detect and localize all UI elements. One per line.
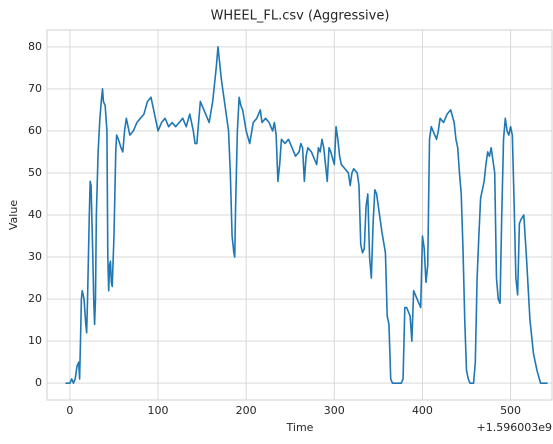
y-tick-label: 50 xyxy=(28,166,42,179)
chart-title: WHEEL_FL.csv (Aggressive) xyxy=(211,9,390,24)
y-tick-label: 60 xyxy=(28,124,42,137)
y-tick-label: 20 xyxy=(28,292,42,305)
y-tick-label: 70 xyxy=(28,82,42,95)
plot-frame xyxy=(46,29,553,401)
x-axis-label: Time xyxy=(286,421,314,434)
x-tick-label: 100 xyxy=(148,404,169,417)
y-tick-label: 40 xyxy=(28,208,42,221)
x-offset-label: +1.596003e9 xyxy=(477,421,552,434)
y-tick-label: 0 xyxy=(35,376,42,389)
x-tick-label: 200 xyxy=(236,404,257,417)
x-tick-label: 0 xyxy=(66,404,73,417)
x-tick-label: 400 xyxy=(412,404,433,417)
y-tick-label: 80 xyxy=(28,40,42,53)
x-tick-label: 300 xyxy=(324,404,345,417)
y-tick-label: 10 xyxy=(28,334,42,347)
data-line xyxy=(65,46,548,384)
x-tick-label: 500 xyxy=(500,404,521,417)
y-axis-label: Value xyxy=(7,200,20,230)
y-tick-label: 30 xyxy=(28,250,42,263)
